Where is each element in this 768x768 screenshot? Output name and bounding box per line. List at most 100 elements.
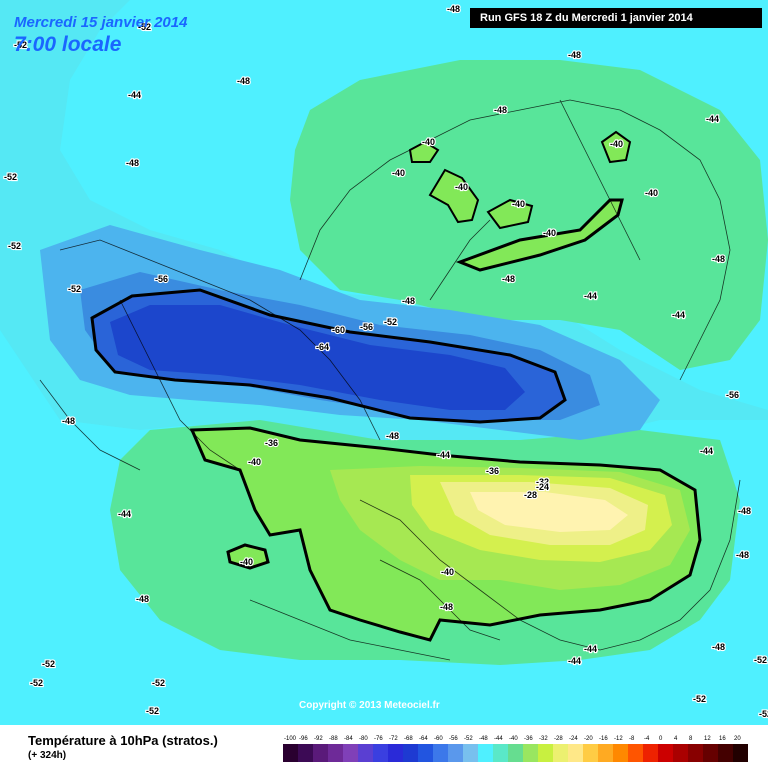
contour-label: -48 (126, 158, 139, 168)
legend-tick-label: 4 (674, 736, 678, 742)
contour-label: -44 (584, 291, 597, 301)
legend-swatch (553, 744, 568, 762)
legend-swatch (688, 744, 703, 762)
legend-tick-label: -88 (329, 736, 338, 742)
contour-label: -48 (62, 416, 75, 426)
legend-tick-label: -100 (284, 736, 297, 742)
contour-label: -52 (138, 22, 151, 32)
contour-label: -44 (437, 450, 450, 460)
legend-swatch (403, 744, 418, 762)
legend-tick-label: 20 (734, 736, 741, 742)
legend-tick-label: -68 (404, 736, 413, 742)
contour-label: -48 (568, 50, 581, 60)
legend-tick-label: -72 (389, 736, 398, 742)
legend-swatch (703, 744, 718, 762)
legend-tick-label: -40 (509, 736, 518, 742)
legend-tick-label: -28 (554, 736, 563, 742)
contour-label: -44 (584, 644, 597, 654)
zone-minus40-blob-3 (428, 168, 480, 224)
legend-tick-label: -20 (584, 736, 593, 742)
contour-label: -48 (712, 254, 725, 264)
contour-label: -40 (422, 137, 435, 147)
contour-label: -44 (568, 656, 581, 666)
legend-tick-label: -16 (599, 736, 608, 742)
legend-swatch (508, 744, 523, 762)
legend-swatch (598, 744, 613, 762)
color-scale-legend: -100 -96 -92 -88 -84 -80 -76 -72 -68 -64 -60 -56 -52… (283, 736, 748, 762)
legend-tick-label: -44 (494, 736, 503, 742)
legend-tick-label: -4 (644, 736, 650, 742)
legend-tick-label: -8 (629, 736, 635, 742)
legend-tick-label: 12 (704, 736, 711, 742)
legend-tick-label: -36 (524, 736, 533, 742)
contour-label: -52 (754, 655, 767, 665)
legend-swatch (298, 744, 313, 762)
legend-tick-label: -48 (479, 736, 488, 742)
legend-tick-label: -24 (569, 736, 578, 742)
contour-label: -52 (693, 694, 706, 704)
contour-label: -24 (536, 482, 549, 492)
contour-label: -52 (759, 709, 768, 719)
contour-label: -40 (543, 228, 556, 238)
legend-tick-label: -80 (359, 736, 368, 742)
contour-label: -56 (360, 322, 373, 332)
contour-label: -28 (524, 490, 537, 500)
legend-swatch (448, 744, 463, 762)
contour-label: -44 (128, 90, 141, 100)
legend-tick-label: -56 (449, 736, 458, 742)
legend-tick-label: -64 (419, 736, 428, 742)
contour-label: -40 (248, 457, 261, 467)
legend-tick-label: -92 (314, 736, 323, 742)
contour-label: -40 (392, 168, 405, 178)
legend-swatch (568, 744, 583, 762)
legend-swatch (658, 744, 673, 762)
contour-label: -52 (152, 678, 165, 688)
contour-label: -48 (440, 602, 453, 612)
zone-minus68 (110, 305, 525, 410)
footer: Température à 10hPa (stratos.) (+ 324h) … (0, 725, 768, 768)
contour-label: -52 (384, 317, 397, 327)
legend-swatch (538, 744, 553, 762)
legend-swatch (718, 744, 733, 762)
contour-label: -40 (455, 182, 468, 192)
legend-tick-label: -60 (434, 736, 443, 742)
contour-label: -48 (494, 105, 507, 115)
legend-tick-label: 8 (689, 736, 693, 742)
contour-label: -44 (672, 310, 685, 320)
contour-label: -48 (447, 4, 460, 14)
contour-label: -48 (738, 506, 751, 516)
legend-swatch (373, 744, 388, 762)
zone-minus40-blob-west (226, 543, 270, 570)
contour-label: -48 (502, 274, 515, 284)
run-banner: Run GFS 18 Z du Mercredi 1 janvier 2014 (470, 8, 762, 28)
legend-tick-label: -32 (539, 736, 548, 742)
contour-label: -60 (332, 325, 345, 335)
contour-label: -40 (512, 199, 525, 209)
legend-swatch (358, 744, 373, 762)
legend-swatch (313, 744, 328, 762)
contour-label: -44 (118, 509, 131, 519)
legend-swatch (643, 744, 658, 762)
map-title: Température à 10hPa (stratos.) (28, 733, 218, 748)
legend-tick-label: -12 (614, 736, 623, 742)
contour-label: -48 (386, 431, 399, 441)
legend-swatch (493, 744, 508, 762)
legend-swatch (733, 744, 748, 762)
zone-minus40-blob-1 (455, 198, 624, 272)
contour-label: -40 (610, 139, 623, 149)
legend-swatch (613, 744, 628, 762)
legend-tick-label: -76 (374, 736, 383, 742)
legend-swatch (583, 744, 598, 762)
contour-label: -52 (146, 706, 159, 716)
zone-minus24 (470, 492, 628, 532)
contour-label: -44 (706, 114, 719, 124)
contour-label: -52 (8, 241, 21, 251)
contour-label: -52 (30, 678, 43, 688)
contour-label: -40 (645, 188, 658, 198)
legend-swatch (418, 744, 433, 762)
legend-swatch (328, 744, 343, 762)
zone-minus40-blob-5 (600, 130, 632, 164)
legend-swatch (478, 744, 493, 762)
contour-label: -48 (136, 594, 149, 604)
legend-swatch (433, 744, 448, 762)
